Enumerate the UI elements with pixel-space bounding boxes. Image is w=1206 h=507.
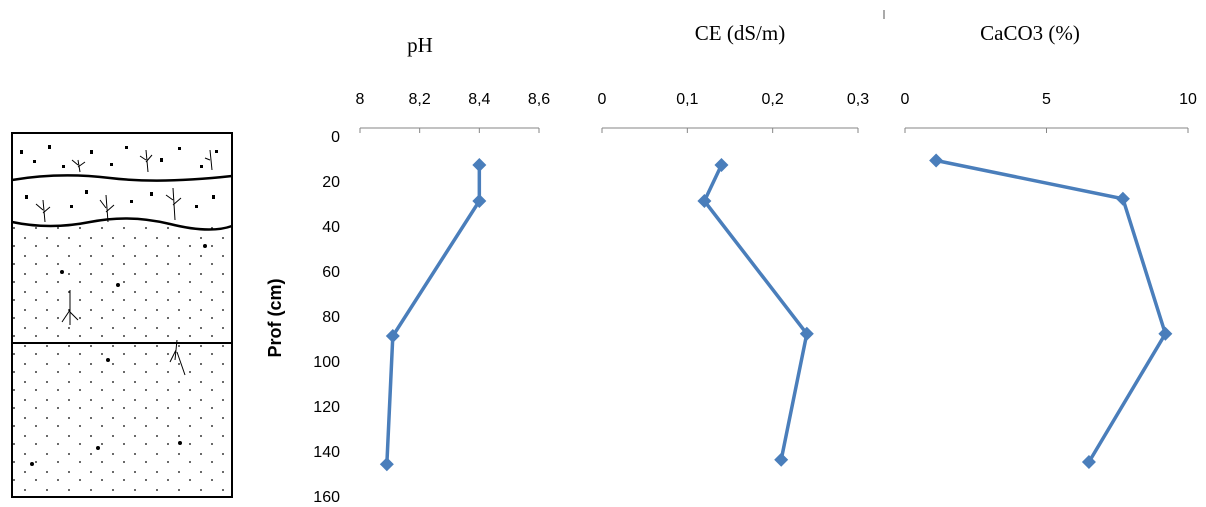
data-point — [714, 158, 729, 172]
data-line — [385, 165, 482, 465]
data-line — [702, 164, 809, 461]
data-point — [1115, 191, 1130, 206]
y-tick-label: 60 — [322, 264, 340, 281]
data-line — [935, 158, 1168, 463]
x-tick-label: 0,1 — [676, 91, 698, 108]
x-tick-label: 8,4 — [468, 91, 490, 108]
y-tick-label: 100 — [313, 354, 340, 371]
data-point — [385, 329, 400, 343]
chart-title: CE (dS/m) — [695, 21, 785, 45]
y-axis-label: Prof (cm) — [265, 278, 285, 357]
x-tick-label: 10 — [1179, 91, 1197, 108]
data-point — [929, 153, 944, 168]
chart-title: CaCO3 (%) — [980, 21, 1080, 45]
soil-profile — [11, 132, 233, 498]
data-point — [472, 158, 487, 172]
x-tick-label: 8 — [356, 91, 365, 108]
y-tick-label: 40 — [322, 219, 340, 236]
x-tick-label: 0,3 — [847, 91, 869, 108]
x-tick-label: 0,2 — [762, 91, 784, 108]
data-point — [1081, 455, 1096, 469]
x-tick-label: 8,2 — [409, 91, 431, 108]
y-tick-label: 160 — [313, 489, 340, 506]
x-tick-label: 0 — [598, 91, 607, 108]
data-point — [697, 194, 712, 208]
data-point — [799, 326, 814, 341]
x-tick-label: 5 — [1042, 91, 1051, 108]
y-tick-label: 140 — [313, 444, 340, 461]
chart-title: pH — [407, 33, 433, 57]
y-tick-label: 120 — [313, 399, 340, 416]
x-tick-label: 0 — [901, 91, 910, 108]
x-tick-label: 8,6 — [528, 91, 550, 108]
y-tick-label: 20 — [322, 174, 340, 191]
data-point — [472, 194, 487, 208]
data-point — [774, 452, 789, 467]
data-point — [1158, 326, 1173, 341]
data-point — [379, 457, 394, 472]
y-tick-label: 80 — [322, 309, 340, 326]
y-tick-label: 0 — [331, 129, 340, 146]
